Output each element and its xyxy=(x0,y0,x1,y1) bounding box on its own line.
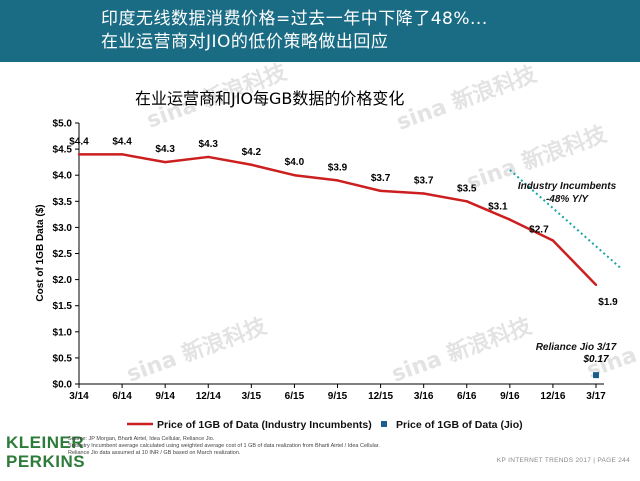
incumbents-point xyxy=(422,192,425,195)
jio-point xyxy=(593,372,599,379)
y-tick-label: $5.0 xyxy=(53,119,73,130)
legend-incumbents-label: Price of 1GB of Data (Industry Incumbent… xyxy=(157,419,372,431)
incumbents-data-label: $4.4 xyxy=(69,136,89,147)
y-tick-label: $3.0 xyxy=(53,223,73,234)
x-tick-label: 3/17 xyxy=(586,391,606,402)
incumbents-data-label: $4.0 xyxy=(285,157,305,168)
incumbents-point xyxy=(594,283,598,287)
incumbents-point xyxy=(250,163,253,166)
incumbents-point xyxy=(336,179,339,182)
x-tick-label: 9/16 xyxy=(500,391,520,402)
incumbents-data-label: $1.9 xyxy=(598,297,618,308)
header-title-line2: 在业运营商对JIO的低价策略做出回应 xyxy=(101,32,389,52)
incumbents-data-label: $3.7 xyxy=(371,173,391,184)
header-banner: 印度无线数据消费价格=过去一年中下降了48%... 在业运营商对JIO的低价策略… xyxy=(0,0,640,62)
incumbents-point xyxy=(77,153,81,156)
watermark-4: sina 新浪科技 xyxy=(388,313,536,388)
incumbents-data-label: $3.1 xyxy=(488,202,508,213)
x-tick-label: 3/16 xyxy=(414,391,434,402)
kleiner-perkins-logo: KLEINER PERKINS xyxy=(6,433,85,471)
logo-line1: KLEINER xyxy=(6,433,85,452)
y-tick-label: $4.0 xyxy=(53,171,73,182)
x-tick-label: 12/15 xyxy=(368,391,393,402)
incumbents-data-label: $3.5 xyxy=(457,183,477,194)
chart-title: 在业运营商和JIO每GB数据的价格变化 xyxy=(135,89,404,108)
logo-line2: PERKINS xyxy=(6,452,86,471)
footnote-1: *Industry Incumbent average calculated u… xyxy=(68,443,380,449)
y-axis: $0.0 $0.5 $1.0 $1.5 $2.0 $2.5 $3.0 $3.5 $4.0 $4.5… xyxy=(53,119,80,391)
incumbents-data-label: $3.7 xyxy=(414,175,434,186)
jio-annotation: Reliance Jio 3/17 xyxy=(536,342,617,353)
x-tick-label: 12/14 xyxy=(196,391,221,402)
x-tick-label: 6/15 xyxy=(285,391,305,402)
incumbents-annotation-line2: -48% Y/Y xyxy=(546,194,589,205)
incumbents-point xyxy=(508,218,512,221)
legend-jio-label: Price of 1GB of Data (Jio) xyxy=(396,419,523,431)
footer-notes: Source: JP Morgan, Bharti Airtel, Idea C… xyxy=(68,436,380,457)
x-tick-label: 12/16 xyxy=(540,391,565,402)
annotations-group: Industry Incumbents -48% Y/Y Reliance Ji… xyxy=(518,181,617,353)
incumbents-data-label: $4.4 xyxy=(112,136,132,147)
jio-data-label: $0.17 xyxy=(582,354,608,365)
y-tick-label: $2.5 xyxy=(53,249,73,260)
footnote-2: Reliance Jio data assumed at 10 INR / GB… xyxy=(68,450,241,456)
incumbents-point xyxy=(465,200,468,203)
y-tick-label: $4.5 xyxy=(53,145,73,156)
x-tick-label: 9/14 xyxy=(155,391,175,402)
y-tick-label: $3.5 xyxy=(53,197,73,208)
y-tick-label: $0.0 xyxy=(53,380,73,391)
y-tick-label: $1.0 xyxy=(53,327,73,338)
incumbents-data-label: $4.3 xyxy=(155,144,175,155)
incumbents-point xyxy=(163,160,167,164)
x-tick-label: 6/14 xyxy=(112,391,132,402)
incumbents-data-label: $4.2 xyxy=(242,147,262,158)
series-group xyxy=(77,153,599,379)
watermark-1: sina 新浪科技 xyxy=(393,62,541,136)
legend-jio-swatch xyxy=(381,421,387,427)
incumbents-point xyxy=(551,239,555,242)
incumbents-point xyxy=(379,189,382,193)
header-title-line1: 印度无线数据消费价格=过去一年中下降了48%... xyxy=(101,9,488,29)
incumbents-data-label: $3.9 xyxy=(328,162,348,173)
legend: Price of 1GB of Data (Industry Incumbent… xyxy=(127,419,523,431)
x-tick-label: 3/14 xyxy=(69,391,89,402)
incumbents-point xyxy=(293,174,296,177)
incumbents-annotation-line1: Industry Incumbents xyxy=(518,181,617,192)
page-footer-label: KP INTERNET TRENDS 2017 | PAGE 244 xyxy=(496,457,630,464)
y-tick-label: $1.5 xyxy=(53,301,73,312)
incumbents-data-label: $4.3 xyxy=(199,139,219,150)
x-tick-label: 6/16 xyxy=(457,391,477,402)
incumbents-point xyxy=(120,153,124,156)
data-labels-group: $4.4 $4.4 $4.3 $4.3 $4.2 $4.0 $3.9 $3.7 $3.7 $3.5… xyxy=(69,136,618,365)
y-axis-label: Cost of 1GB Data ($) xyxy=(35,204,46,301)
incumbents-data-label: $2.7 xyxy=(529,224,549,235)
y-tick-label: $2.0 xyxy=(53,275,73,286)
x-tick-label: 9/15 xyxy=(328,391,348,402)
x-tick-label: 3/15 xyxy=(242,391,262,402)
y-tick-label: $0.5 xyxy=(53,353,73,364)
x-axis: 3/14 6/14 9/14 12/14 3/15 6/15 9/15 12/15 3/16 6/… xyxy=(69,383,606,402)
watermark-3: sina 新浪科技 xyxy=(123,313,271,388)
source-note: Source: JP Morgan, Bharti Airtel, Idea C… xyxy=(68,436,215,442)
incumbents-point xyxy=(207,155,210,159)
